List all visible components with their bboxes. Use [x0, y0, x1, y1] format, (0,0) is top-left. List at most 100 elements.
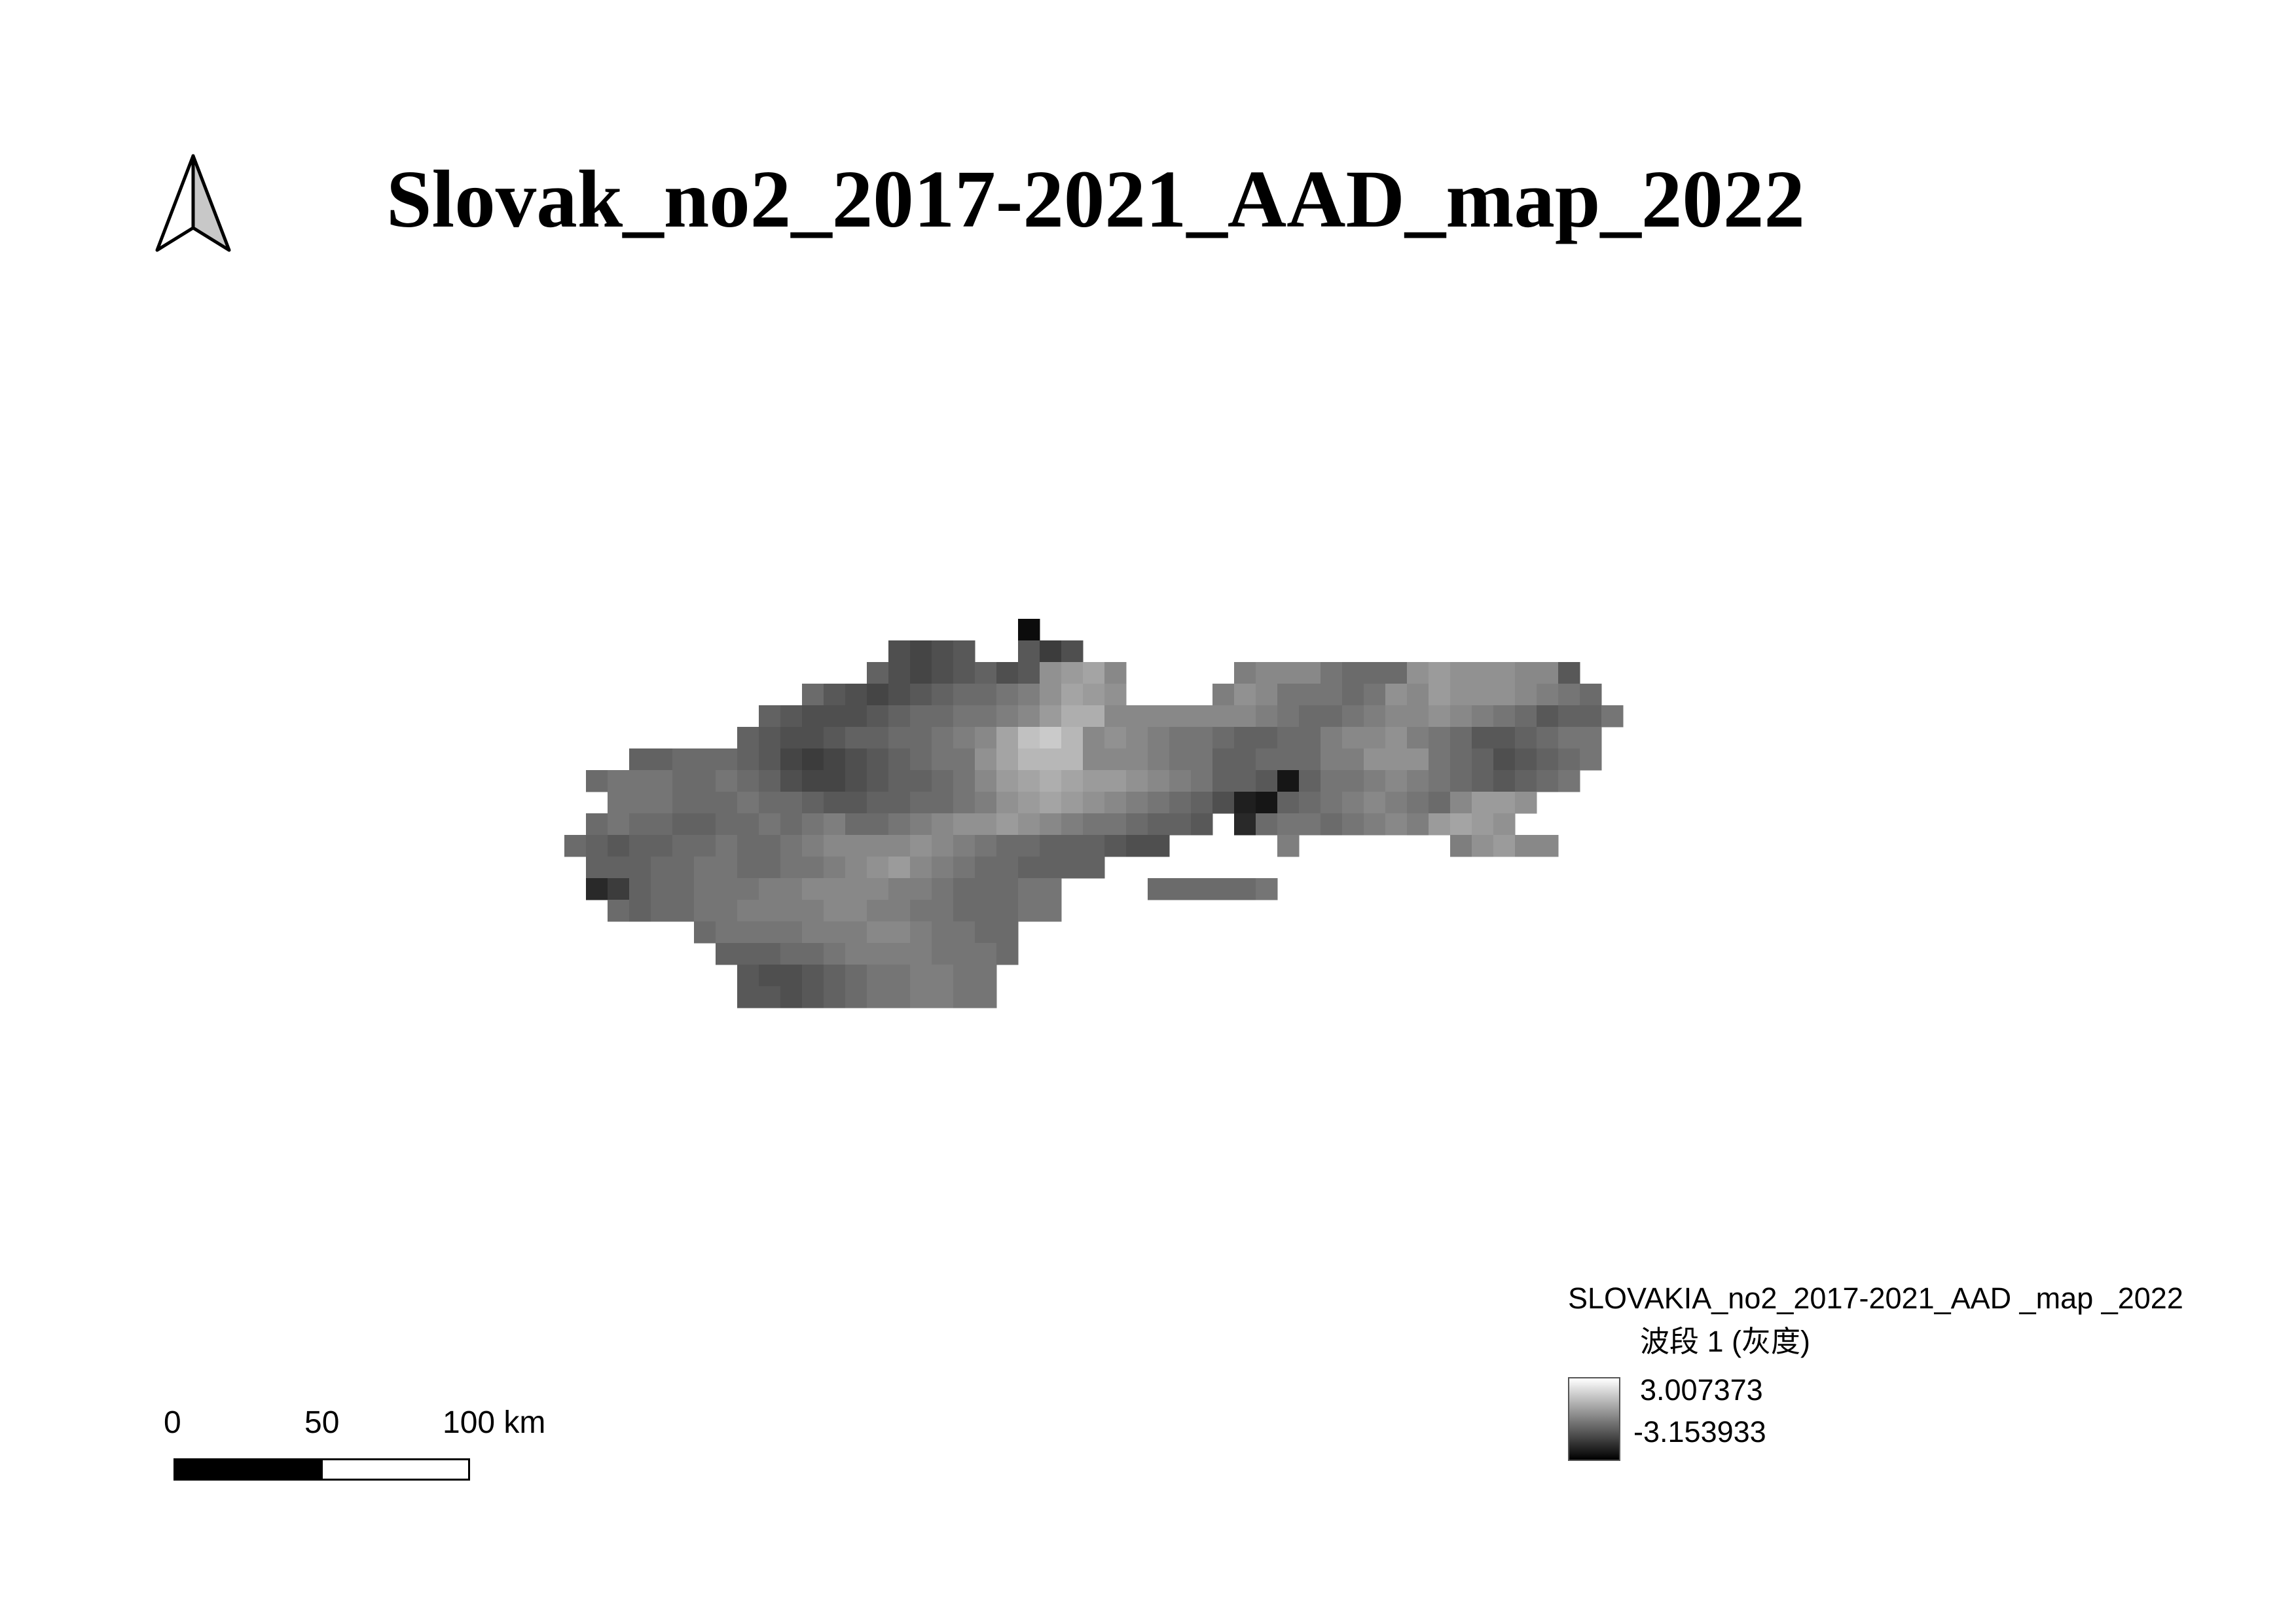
raster-cell	[845, 900, 867, 922]
raster-cell	[1515, 770, 1537, 792]
raster-cell	[1191, 878, 1213, 900]
raster-cell	[888, 662, 911, 684]
raster-cell	[1148, 792, 1170, 814]
raster-cell	[737, 727, 759, 749]
raster-cell	[824, 770, 846, 792]
raster-cell	[1169, 748, 1192, 771]
raster-cell	[629, 792, 651, 814]
raster-cell	[1234, 727, 1256, 749]
raster-cell	[1429, 813, 1451, 836]
raster-cell	[759, 921, 781, 944]
raster-cell	[780, 727, 803, 749]
raster-cell	[1018, 900, 1040, 922]
raster-cell	[910, 792, 932, 814]
raster-cell	[802, 921, 824, 944]
raster-cell	[996, 792, 1019, 814]
raster-cell	[1385, 684, 1408, 706]
raster-cell	[1429, 662, 1451, 684]
raster-cell	[824, 857, 846, 879]
raster-cell	[1061, 727, 1084, 749]
raster-cell	[1364, 748, 1386, 771]
raster-cell	[608, 835, 630, 857]
raster-cell	[651, 792, 673, 814]
raster-cell	[780, 835, 803, 857]
raster-cell	[932, 640, 954, 663]
raster-cell	[716, 857, 738, 879]
raster-cell	[1234, 748, 1256, 771]
raster-cell	[1321, 684, 1343, 706]
raster-cell	[888, 878, 911, 900]
raster-cell	[1148, 727, 1170, 749]
raster-cell	[737, 813, 759, 836]
raster-cell	[1104, 770, 1127, 792]
raster-cell	[1191, 792, 1213, 814]
raster-cell	[1234, 878, 1256, 900]
raster-cell	[651, 813, 673, 836]
raster-cell	[694, 770, 716, 792]
raster-cell	[1537, 705, 1559, 728]
raster-cell	[824, 792, 846, 814]
raster-cell	[1277, 813, 1300, 836]
raster-cell	[1450, 684, 1472, 706]
raster-cell	[651, 878, 673, 900]
raster-cell	[1234, 792, 1256, 814]
raster-cell	[759, 727, 781, 749]
raster-cell	[867, 965, 889, 987]
raster-cell	[1364, 813, 1386, 836]
raster-cell	[1277, 705, 1300, 728]
raster-cell	[651, 857, 673, 879]
raster-cell	[953, 813, 975, 836]
raster-cell	[1364, 792, 1386, 814]
raster-cell	[802, 965, 824, 987]
raster-cell	[953, 943, 975, 965]
raster-cell	[888, 770, 911, 792]
raster-cell	[1429, 684, 1451, 706]
raster-cell	[802, 770, 824, 792]
raster-cell	[1515, 727, 1537, 749]
raster-cell	[1234, 813, 1256, 836]
raster-cell	[867, 921, 889, 944]
raster-cell	[867, 835, 889, 857]
raster-cell	[1234, 705, 1256, 728]
raster-cell	[1277, 684, 1300, 706]
raster-cell	[1450, 748, 1472, 771]
raster-cell	[1148, 835, 1170, 857]
raster-cell	[867, 727, 889, 749]
raster-cell	[1169, 792, 1192, 814]
raster-cell	[1191, 748, 1213, 771]
raster-cell	[845, 878, 867, 900]
raster-cell	[1018, 662, 1040, 684]
raster-cell	[1061, 792, 1084, 814]
raster-cell	[1126, 748, 1148, 771]
raster-cell	[780, 921, 803, 944]
raster-cell	[888, 835, 911, 857]
raster-cell	[953, 900, 975, 922]
raster-cell	[888, 792, 911, 814]
raster-cell	[1148, 748, 1170, 771]
raster-cell	[910, 921, 932, 944]
raster-cell	[1083, 792, 1105, 814]
raster-cell	[975, 727, 997, 749]
raster-cell	[888, 813, 911, 836]
raster-cell	[716, 813, 738, 836]
raster-cell	[1385, 748, 1408, 771]
raster-cell	[953, 986, 975, 1008]
raster-cell	[629, 770, 651, 792]
raster-cell	[1256, 684, 1278, 706]
raster-cell	[1212, 727, 1235, 749]
raster-cell	[1083, 857, 1105, 879]
raster-cell	[1364, 727, 1386, 749]
raster-cell	[996, 813, 1019, 836]
raster-cell	[716, 748, 738, 771]
raster-cell	[932, 878, 954, 900]
raster-cell	[996, 921, 1019, 944]
raster-cell	[1104, 792, 1127, 814]
raster-cell	[1234, 684, 1256, 706]
raster-cell	[1493, 727, 1516, 749]
raster-cell	[1472, 835, 1494, 857]
raster-cell	[1104, 813, 1127, 836]
raster-cell	[1537, 684, 1559, 706]
raster-cell	[1083, 770, 1105, 792]
raster-cell	[780, 986, 803, 1008]
raster-cell	[1256, 792, 1278, 814]
